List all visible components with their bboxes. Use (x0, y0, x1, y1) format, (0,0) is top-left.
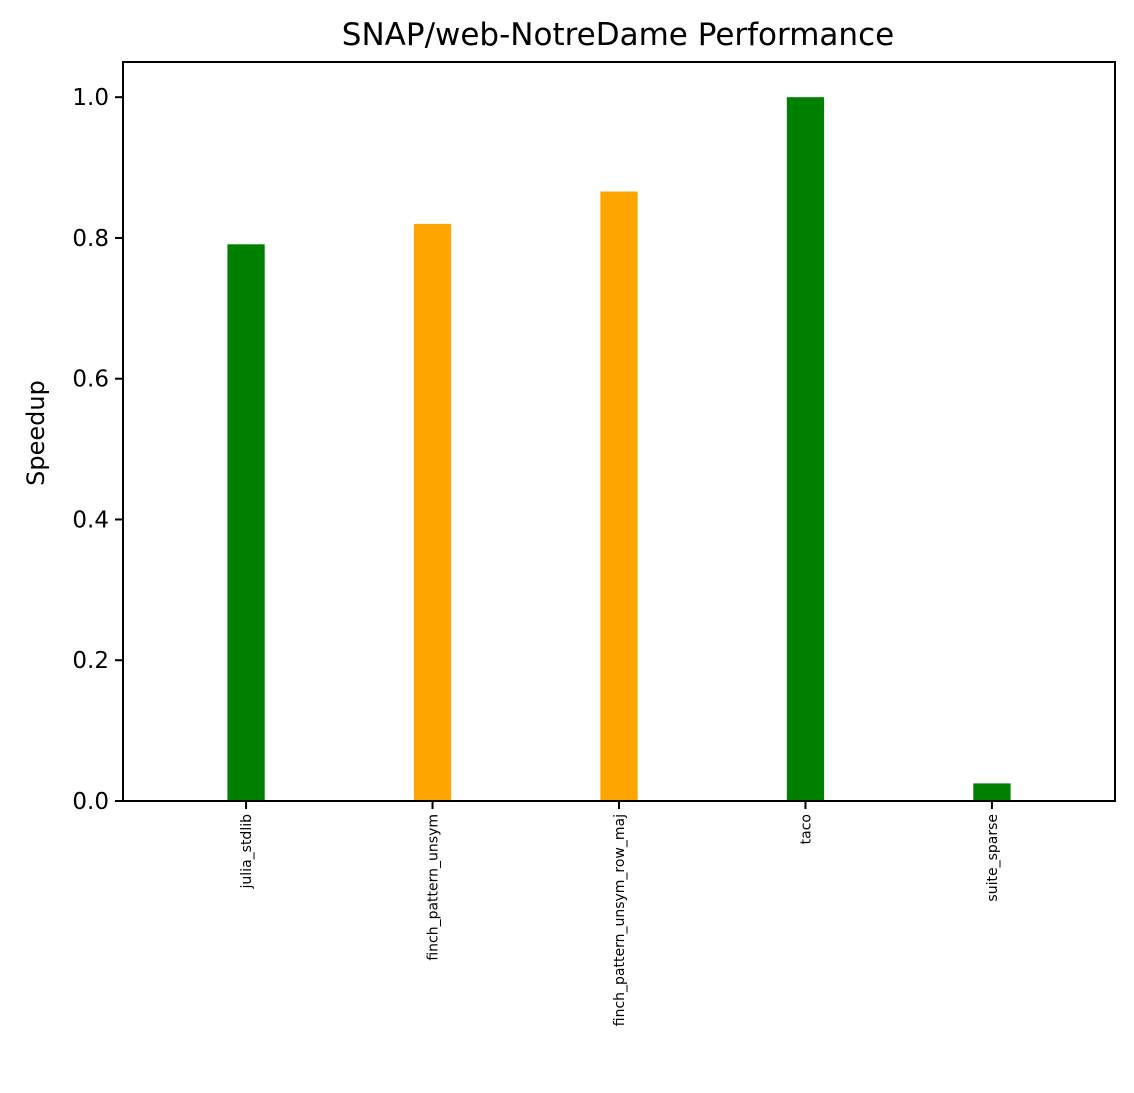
x-tick-label-taco: taco (798, 814, 814, 844)
bar-suite_sparse (973, 783, 1011, 801)
y-tick-label: 0.2 (72, 648, 109, 674)
bar-finch_pattern_unsym (413, 223, 452, 801)
x-tick-label-suite_sparse: suite_sparse (985, 814, 1001, 902)
y-tick-label: 0.6 (72, 367, 109, 393)
y-tick-label: 1.0 (72, 85, 109, 111)
bar-taco (786, 97, 825, 801)
y-ticks-group: 0.0 0.2 0.4 0.6 0.8 1.0 (72, 85, 123, 815)
y-tick-label: 0.4 (72, 507, 109, 533)
plot-frame (122, 61, 1116, 802)
bar-julia_stdlib (227, 244, 265, 802)
bar-finch_pattern_unsym_row_maj (600, 191, 638, 801)
y-tick-label: 0.0 (72, 789, 109, 815)
x-tick-label-finch_pattern_unsym: finch_pattern_unsym (426, 814, 442, 961)
y-axis-label: Speedup (22, 380, 50, 486)
y-tick-label: 0.8 (72, 226, 109, 252)
bars-group (227, 97, 1011, 802)
x-tick-label-julia_stdlib: julia_stdlib (239, 814, 255, 890)
chart-title: SNAP/web-NotreDame Performance (342, 17, 894, 53)
x-tick-label-finch_pattern_unsym_row_maj: finch_pattern_unsym_row_maj (612, 814, 628, 1026)
x-ticks-group: julia_stdlib finch_pattern_unsym finch_pat… (239, 801, 1001, 1026)
